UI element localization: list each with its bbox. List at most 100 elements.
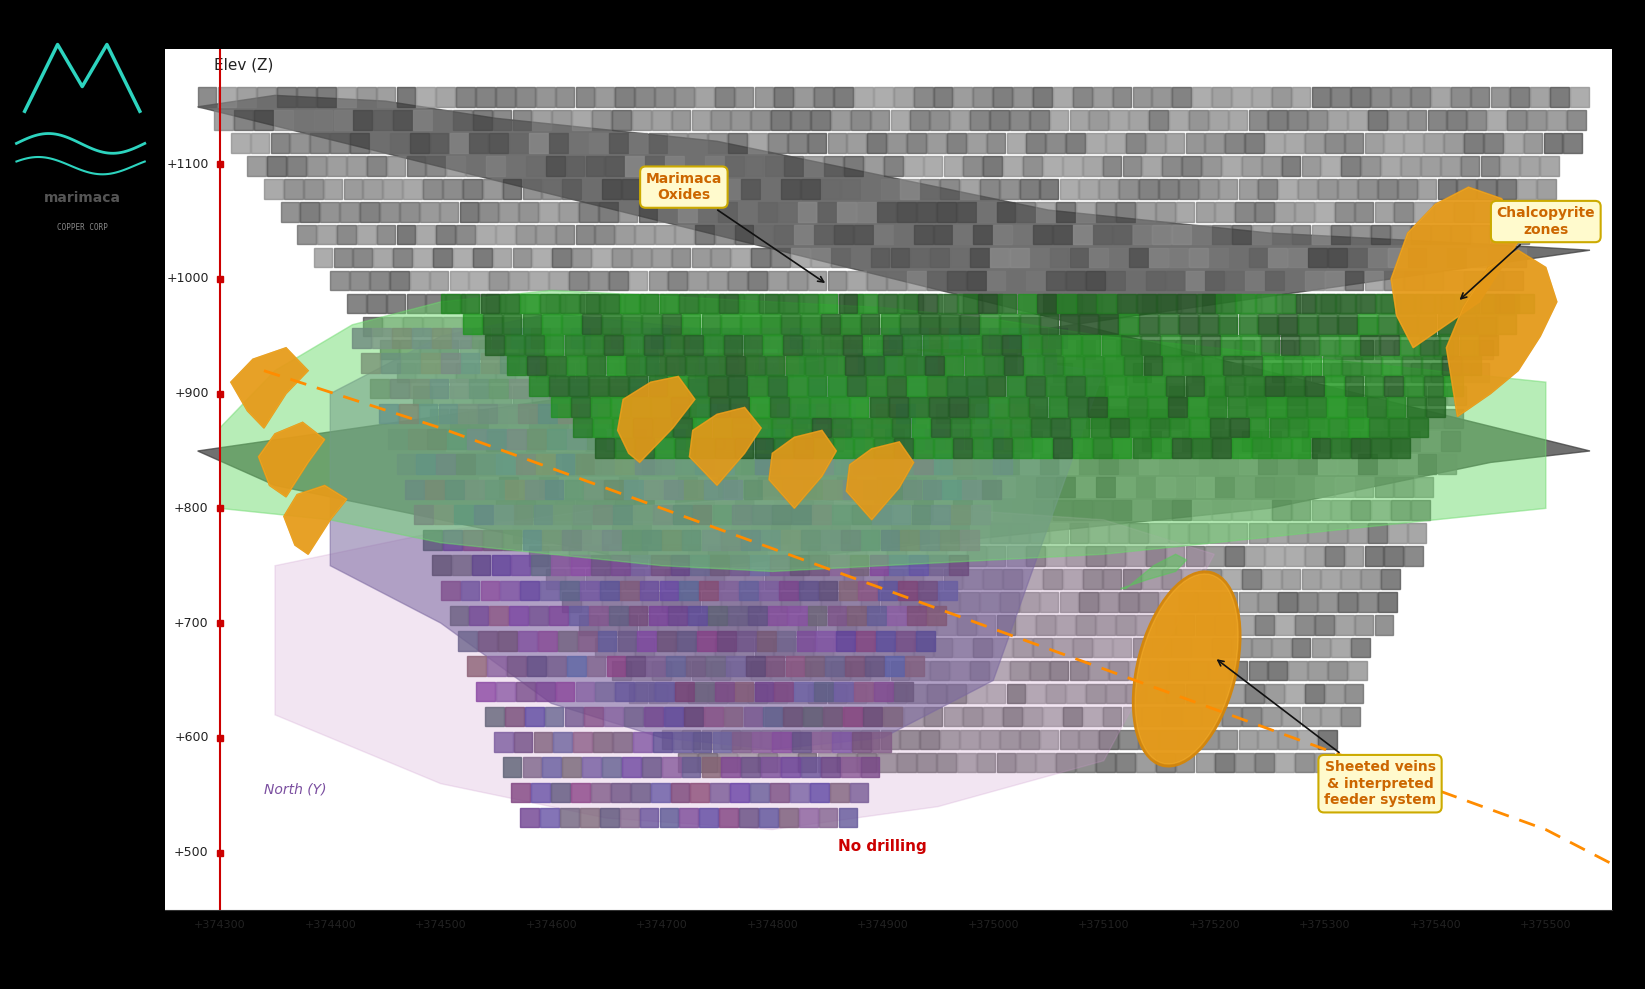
Bar (1357, 454, 1377, 474)
Bar (1369, 417, 1388, 437)
Bar (1179, 179, 1198, 199)
Bar (1275, 202, 1295, 222)
Bar (924, 356, 944, 375)
Polygon shape (689, 407, 762, 486)
Bar (347, 294, 365, 314)
Bar (263, 179, 283, 199)
Bar (1063, 156, 1082, 176)
Bar (423, 530, 443, 550)
Bar (1086, 271, 1105, 291)
Bar (530, 606, 548, 625)
Bar (770, 328, 790, 348)
Bar (693, 732, 712, 752)
Bar (1392, 438, 1410, 458)
Bar (1388, 248, 1406, 267)
Bar (1291, 638, 1311, 658)
Bar (433, 110, 452, 130)
Bar (673, 505, 691, 524)
Bar (1161, 335, 1179, 355)
Bar (469, 271, 489, 291)
Bar (387, 294, 405, 314)
Bar (1226, 271, 1244, 291)
Bar (931, 505, 951, 524)
Bar (887, 379, 906, 399)
Bar (1069, 110, 1089, 130)
Bar (423, 316, 443, 336)
Bar (1421, 156, 1439, 176)
Text: COPPER CORP: COPPER CORP (58, 223, 107, 232)
Bar (1013, 225, 1031, 244)
Bar (559, 478, 577, 496)
Bar (1219, 315, 1237, 334)
Bar (1360, 335, 1379, 355)
Bar (1443, 356, 1461, 375)
Bar (916, 202, 936, 222)
Bar (859, 353, 877, 373)
Bar (1115, 753, 1135, 772)
Bar (364, 179, 382, 199)
Bar (1073, 638, 1092, 658)
Bar (362, 353, 380, 373)
Bar (857, 478, 877, 496)
Bar (994, 363, 1012, 382)
Bar (768, 134, 786, 152)
Bar (964, 569, 982, 588)
Bar (589, 546, 607, 566)
Bar (860, 454, 880, 474)
Bar (994, 454, 1012, 474)
Bar (971, 248, 989, 267)
Bar (658, 631, 676, 651)
Bar (498, 631, 517, 651)
Bar (883, 707, 903, 726)
Bar (549, 408, 568, 428)
Bar (987, 683, 1005, 703)
Bar (691, 782, 709, 802)
Bar (1160, 454, 1178, 474)
Bar (628, 134, 648, 152)
Bar (1018, 294, 1036, 314)
Bar (551, 782, 571, 802)
Bar (520, 339, 538, 359)
Bar (497, 363, 515, 382)
Bar (938, 478, 956, 496)
Bar (1189, 661, 1207, 680)
Bar (1206, 271, 1224, 291)
Bar (739, 353, 758, 373)
Bar (396, 363, 415, 382)
Bar (1240, 335, 1260, 355)
Bar (1105, 546, 1125, 566)
Bar (553, 248, 571, 267)
Bar (1275, 753, 1295, 772)
Bar (1295, 753, 1314, 772)
Bar (913, 87, 933, 107)
Bar (1102, 335, 1120, 355)
Bar (602, 592, 620, 611)
Bar (512, 556, 530, 575)
Bar (729, 379, 747, 399)
Bar (824, 294, 842, 314)
Bar (944, 294, 962, 314)
Bar (982, 335, 1002, 355)
Bar (640, 581, 658, 600)
Bar (864, 294, 883, 314)
Bar (507, 294, 525, 314)
Bar (546, 294, 564, 314)
Bar (1028, 328, 1048, 348)
Bar (1119, 316, 1138, 336)
Bar (768, 271, 786, 291)
Bar (459, 202, 479, 222)
Bar (1125, 408, 1145, 428)
Bar (739, 581, 758, 600)
Bar (1073, 500, 1092, 520)
Bar (750, 782, 768, 802)
Bar (237, 87, 257, 107)
Bar (1328, 386, 1347, 405)
Bar (658, 339, 678, 359)
Bar (818, 478, 836, 496)
Bar (1063, 431, 1082, 451)
Bar (1079, 179, 1099, 199)
Bar (520, 294, 540, 314)
Bar (1239, 179, 1257, 199)
Bar (1245, 134, 1263, 152)
Bar (781, 316, 799, 336)
